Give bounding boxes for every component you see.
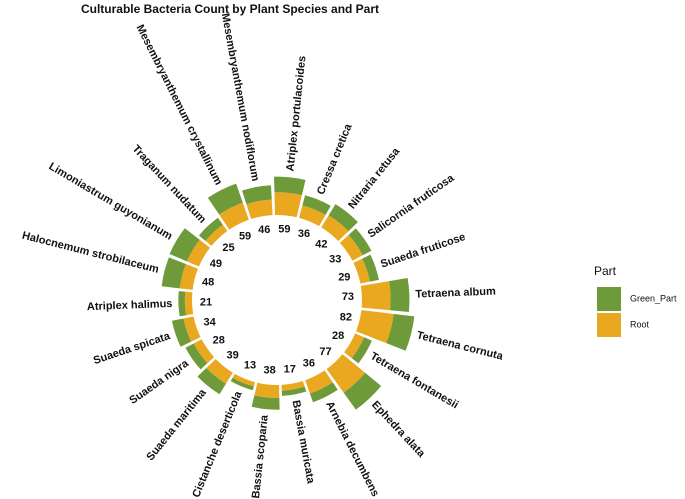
total-label: 29 — [338, 271, 350, 283]
bar-segment — [179, 264, 198, 290]
bar-segment — [232, 373, 256, 387]
bar-segment — [339, 234, 363, 261]
bar-segment — [281, 386, 307, 396]
total-label: 28 — [213, 335, 225, 347]
bar-segment — [351, 337, 372, 364]
total-label: 42 — [315, 239, 327, 251]
total-label: 34 — [204, 316, 217, 328]
bar-segment — [389, 278, 410, 312]
bar-segment — [305, 370, 333, 394]
bar-segment — [207, 183, 243, 215]
bar-segment — [230, 377, 254, 391]
bar-segment — [171, 318, 192, 347]
total-label: 28 — [332, 330, 344, 342]
bar-segment — [281, 380, 305, 391]
legend-label: Root — [630, 319, 650, 329]
bar-segment — [353, 258, 370, 284]
bar-segment — [302, 195, 331, 215]
bar-segment — [274, 176, 306, 196]
bar-segment — [193, 339, 215, 364]
bar-segment — [343, 372, 382, 410]
legend-label: Green_Part — [630, 293, 677, 303]
bar-segment — [362, 254, 379, 282]
category-label: Bassia scoparia — [250, 414, 271, 499]
bar-segment — [386, 313, 415, 351]
bar-segment — [184, 291, 194, 316]
category-label: Bassia muricata — [290, 399, 317, 485]
category-label: Atriplex halimus — [87, 298, 173, 313]
bar-segment — [328, 204, 358, 232]
total-label: 13 — [244, 360, 256, 372]
bar-segment — [344, 333, 365, 359]
category-label: Suaeda nigra — [127, 357, 191, 407]
bar-segment — [198, 217, 223, 241]
total-label: 36 — [303, 357, 315, 369]
total-label: 21 — [200, 297, 212, 309]
total-label: 73 — [342, 291, 354, 303]
bar-segment — [356, 310, 394, 344]
total-label: 17 — [284, 364, 296, 376]
bar-segment — [348, 228, 372, 256]
total-label: 48 — [202, 277, 214, 289]
category-label: Suaeda spicata — [92, 330, 173, 367]
category-label: Salicornia fruticosa — [366, 172, 457, 241]
bar-segment — [169, 228, 200, 262]
bar-segment — [161, 257, 186, 289]
bar-segment — [246, 199, 273, 220]
legend-swatch — [597, 313, 621, 337]
bar-segment — [274, 192, 302, 218]
total-label: 49 — [210, 258, 222, 270]
bar-segment — [206, 358, 233, 384]
total-label: 25 — [222, 242, 234, 254]
bar-segment — [219, 202, 249, 230]
category-label: Tetraena album — [415, 286, 496, 301]
total-label: 38 — [263, 365, 275, 377]
bar-segment — [178, 291, 187, 317]
chart-title: Culturable Bacteria Count by Plant Speci… — [81, 2, 379, 16]
bar-segment — [251, 395, 280, 410]
bar-segment — [321, 215, 349, 242]
legend-title: Part — [594, 264, 617, 278]
bar-segment — [360, 281, 391, 311]
total-label: 82 — [340, 311, 352, 323]
category-label: Halocnemum strobilaceum — [21, 230, 160, 276]
category-label: Tetraena cornuta — [415, 329, 505, 363]
category-label: Arnebia decumbens — [323, 399, 381, 498]
category-label: Ephedra alata — [369, 399, 428, 461]
total-label: 59 — [239, 230, 251, 242]
bar-segment — [298, 205, 326, 227]
bar-segment — [242, 185, 272, 205]
bar-segment — [326, 354, 366, 393]
category-label: Nitraria retusa — [346, 145, 403, 211]
category-label: Atriplex portulacoides — [284, 55, 308, 172]
bar-segment — [183, 316, 201, 342]
total-label: 77 — [319, 346, 331, 358]
category-label: Cressa cretica — [315, 122, 355, 197]
bar-segment — [254, 382, 280, 398]
legend-swatch — [597, 287, 621, 311]
total-label: 39 — [226, 349, 238, 361]
total-label: 59 — [278, 223, 290, 235]
category-label: Mesembryanthemum nodiflorum — [219, 12, 262, 182]
total-label: 33 — [329, 253, 341, 265]
bar-segment — [309, 382, 338, 403]
bar-segment — [186, 239, 210, 267]
category-label: Suaeda fruticose — [379, 231, 467, 271]
total-label: 46 — [258, 224, 270, 236]
category-label: Suaeda maritima — [144, 386, 209, 463]
bar-segment — [197, 367, 226, 395]
bar-segment — [205, 224, 228, 246]
total-label: 36 — [298, 228, 310, 240]
bar-segment — [185, 343, 208, 370]
